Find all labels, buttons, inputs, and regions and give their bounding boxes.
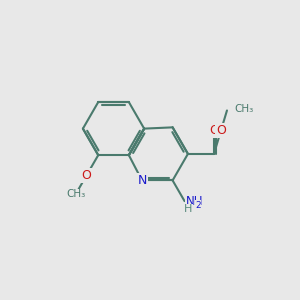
Text: O: O <box>81 169 91 182</box>
Text: CH₃: CH₃ <box>66 189 85 200</box>
Text: CH₃: CH₃ <box>234 104 254 114</box>
Text: N: N <box>137 174 147 187</box>
Text: 2: 2 <box>195 201 201 210</box>
Text: O: O <box>209 124 219 137</box>
Text: H: H <box>184 204 193 214</box>
Text: O: O <box>216 124 226 137</box>
Text: NH: NH <box>186 195 203 208</box>
